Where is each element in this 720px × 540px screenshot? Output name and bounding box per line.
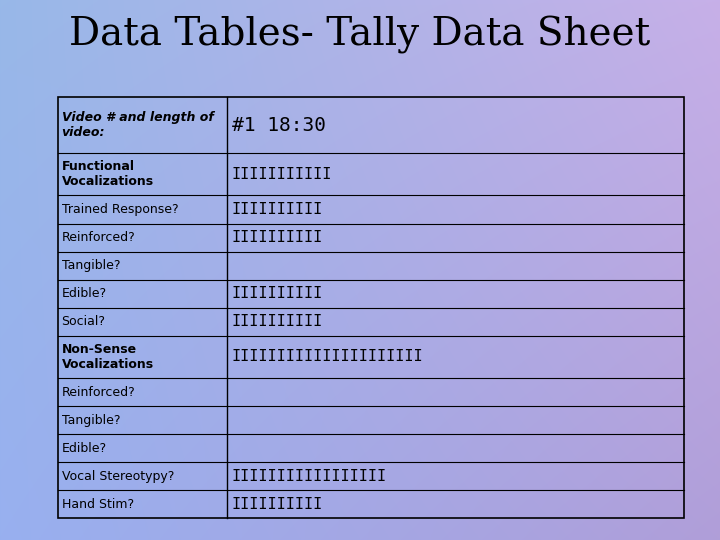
Text: Edible?: Edible?	[62, 442, 107, 455]
Text: Reinforced?: Reinforced?	[62, 386, 135, 399]
Text: IIIIIIIIIIIIIIIIIIIII: IIIIIIIIIIIIIIIIIIIII	[232, 349, 423, 364]
Text: IIIIIIIIII: IIIIIIIIII	[232, 286, 323, 301]
Text: Data Tables- Tally Data Sheet: Data Tables- Tally Data Sheet	[69, 16, 651, 54]
Text: IIIIIIIIII: IIIIIIIIII	[232, 314, 323, 329]
Text: Social?: Social?	[62, 315, 106, 328]
Text: Vocal Stereotypy?: Vocal Stereotypy?	[62, 470, 174, 483]
Text: Edible?: Edible?	[62, 287, 107, 300]
Text: Trained Response?: Trained Response?	[62, 203, 179, 216]
Text: IIIIIIIIII: IIIIIIIIII	[232, 230, 323, 245]
Text: IIIIIIIIII: IIIIIIIIII	[232, 202, 323, 217]
Text: Reinforced?: Reinforced?	[62, 231, 135, 244]
Text: Functional
Vocalizations: Functional Vocalizations	[62, 160, 154, 188]
Text: Tangible?: Tangible?	[62, 414, 120, 427]
Text: #1 18:30: #1 18:30	[232, 116, 325, 135]
Text: IIIIIIIIII: IIIIIIIIII	[232, 497, 323, 512]
Text: IIIIIIIIIII: IIIIIIIIIII	[232, 167, 332, 182]
Text: IIIIIIIIIIIIIIIII: IIIIIIIIIIIIIIIII	[232, 469, 387, 484]
Text: Hand Stim?: Hand Stim?	[62, 498, 134, 511]
Text: Tangible?: Tangible?	[62, 259, 120, 272]
Text: Non-Sense
Vocalizations: Non-Sense Vocalizations	[62, 343, 154, 371]
Text: Video # and length of
video:: Video # and length of video:	[62, 111, 213, 139]
